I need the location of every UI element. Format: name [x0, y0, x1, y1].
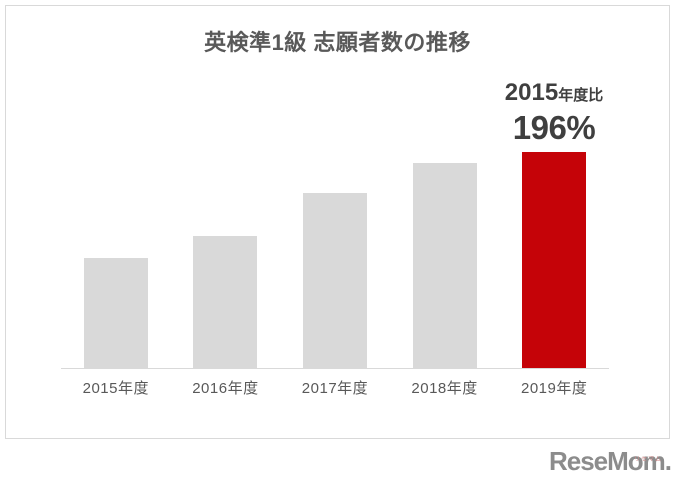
plot-area — [61, 6, 609, 368]
resemom-logo: リセマム ReseMom. — [549, 446, 674, 476]
highlight-annotation: 2015年度比 196% — [505, 80, 603, 146]
annotation-basis-label: 2015年度比 — [505, 80, 603, 109]
bar — [412, 163, 477, 368]
bar — [302, 193, 367, 368]
x-tick-label-4: 2019年度 — [520, 380, 588, 397]
x-tick-label-3: 2018年度 — [411, 380, 478, 397]
bar — [83, 258, 148, 368]
x-tick-label-0: 2015年度 — [82, 380, 149, 397]
chart-title: 英検準1級 志願者数の推移 — [204, 30, 471, 55]
bar-column-2 — [280, 6, 390, 368]
bar — [193, 236, 258, 368]
resemom-logo-ruby: リセマム — [633, 457, 662, 463]
x-tick-label-1: 2016年度 — [192, 380, 259, 397]
bar-column-0 — [61, 6, 171, 368]
x-axis-line — [61, 368, 609, 369]
bars-row — [61, 6, 609, 368]
bar-column-4 — [499, 6, 609, 368]
bar-column-1 — [171, 6, 281, 368]
annotation-basis-year: 2015 — [504, 79, 559, 106]
bar-highlight — [522, 152, 587, 368]
resemom-logo-text: ReseMom. — [548, 446, 672, 476]
annotation-percent-value: 196% — [512, 109, 596, 146]
x-tick-label-2: 2017年度 — [301, 380, 369, 397]
annotation-basis-suffix: 年度比 — [558, 87, 604, 104]
x-axis-labels: 2015年度 2016年度 2017年度 2018年度 2019年度 — [61, 377, 609, 398]
chart-frame: 英検準1級 志願者数の推移 2015年度比 196% 2015年度 2016年度 2… — [5, 5, 670, 439]
bar-column-3 — [390, 6, 500, 368]
